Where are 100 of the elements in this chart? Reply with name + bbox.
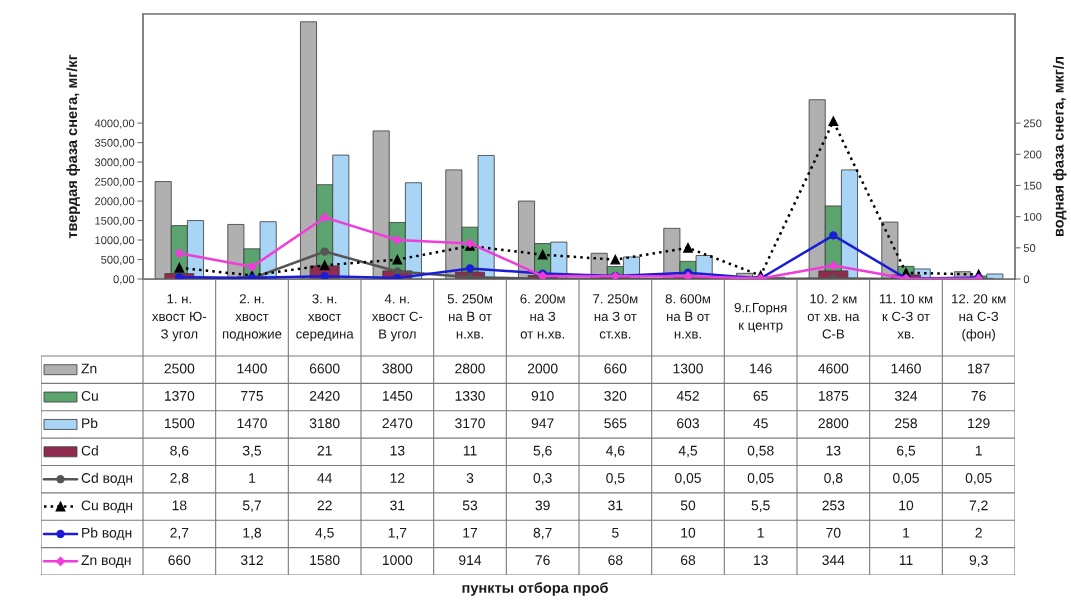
data-label: 253 bbox=[822, 500, 845, 511]
data-label: 0,8 bbox=[824, 473, 843, 485]
data-label: 6600 bbox=[309, 363, 340, 374]
y2-tick-label: 100 bbox=[1024, 212, 1042, 221]
data-label: 0,05 bbox=[893, 473, 919, 485]
data-label: 9,3 bbox=[969, 555, 988, 567]
data-label: 5 bbox=[612, 527, 619, 538]
data-label: 2,8 bbox=[170, 473, 189, 485]
x-tick-label: 1. н. хвост Ю- З угол bbox=[152, 294, 207, 342]
data-label: 17 bbox=[463, 527, 478, 538]
x-tick-label: 12. 20 км на С-З (фон) bbox=[952, 294, 1006, 342]
x-tick-label: 9.г.Горня к центр bbox=[734, 302, 787, 333]
data-label: 1450 bbox=[382, 390, 413, 401]
data-label: 2000 bbox=[527, 363, 558, 374]
data-label: 53 bbox=[462, 500, 478, 511]
y-tick-label: 2500,00 bbox=[95, 177, 135, 188]
x-tick-label: 6. 200м на З от н.хв. bbox=[520, 294, 565, 339]
data-label: 2800 bbox=[818, 418, 849, 429]
y2-tick-label: 150 bbox=[1024, 181, 1042, 190]
data-label: 660 bbox=[168, 555, 191, 566]
data-label: 603 bbox=[677, 418, 699, 429]
data-label: 6,5 bbox=[897, 445, 916, 458]
data-label: 320 bbox=[604, 390, 627, 401]
data-label: 76 bbox=[971, 390, 986, 401]
data-label: 0,05 bbox=[747, 473, 774, 485]
data-label: 5,5 bbox=[751, 500, 770, 512]
y-tick-label: 1000,00 bbox=[95, 236, 135, 246]
data-label: 4,6 bbox=[606, 445, 625, 458]
data-label: 2470 bbox=[382, 418, 413, 429]
data-label: 1370 bbox=[164, 390, 195, 401]
data-label: 4,5 bbox=[315, 527, 334, 540]
data-label: 3800 bbox=[382, 363, 413, 374]
data-label: 1 bbox=[903, 527, 910, 538]
x-tick-label: 7. 250м на З от ст.хв. bbox=[593, 294, 638, 339]
data-label: 4600 bbox=[818, 363, 849, 374]
data-label: 3,5 bbox=[242, 445, 262, 458]
data-label: 1,7 bbox=[388, 527, 407, 540]
data-label: 344 bbox=[822, 555, 845, 566]
data-label: 13 bbox=[826, 445, 841, 456]
data-label: 1470 bbox=[237, 418, 267, 429]
data-label: 0,05 bbox=[675, 473, 701, 485]
data-label: 0,3 bbox=[533, 473, 552, 485]
x-tick-label: 2. н. хвост подножие bbox=[222, 294, 282, 342]
legend-label: Pb водн bbox=[82, 527, 132, 541]
data-label: 70 bbox=[826, 527, 841, 538]
data-label: 2500 bbox=[164, 363, 195, 374]
y2-axis-title: водная фаза снега, мкг/л bbox=[1053, 56, 1067, 237]
data-label: 21 bbox=[317, 445, 332, 456]
data-label: 8,6 bbox=[170, 445, 189, 458]
data-label: 3 bbox=[466, 473, 474, 483]
data-label: 39 bbox=[535, 500, 550, 511]
data-label: 13 bbox=[390, 445, 405, 456]
data-label: 3180 bbox=[309, 418, 340, 429]
data-label: 45 bbox=[753, 418, 768, 429]
data-label: 65 bbox=[753, 390, 768, 401]
y-tick-label: 3500,00 bbox=[94, 138, 135, 149]
data-label: 4,5 bbox=[678, 445, 698, 458]
data-label: 2420 bbox=[309, 390, 340, 401]
legend-label: Zn водн bbox=[81, 555, 131, 568]
data-label: 5,6 bbox=[533, 445, 552, 458]
legend-label: Pb bbox=[82, 417, 98, 429]
y-tick-label: 3000,00 bbox=[94, 158, 135, 168]
x-tick-label: 3. н. хвост середина bbox=[296, 294, 354, 342]
data-label: 2,7 bbox=[170, 527, 189, 540]
data-label: 1580 bbox=[310, 555, 340, 566]
y2-tick-label: 50 bbox=[1023, 244, 1036, 252]
data-label: 129 bbox=[968, 418, 990, 429]
y-tick-label: 500,00 bbox=[101, 255, 135, 265]
data-label: 2 bbox=[975, 527, 982, 538]
data-label: 565 bbox=[604, 418, 627, 429]
data-label: 146 bbox=[750, 363, 772, 374]
legend-label: Cd водн bbox=[81, 472, 133, 486]
data-label: 13 bbox=[754, 555, 768, 566]
x-tick-label: 10. 2 км от хв. на С-В bbox=[807, 294, 860, 339]
data-label: 1500 bbox=[164, 418, 195, 429]
data-label: 68 bbox=[608, 555, 623, 566]
data-label: 11 bbox=[463, 445, 477, 456]
legend-label: Cu водн bbox=[81, 500, 133, 513]
data-label: 1460 bbox=[891, 363, 921, 374]
text: пункты отбора проб bbox=[462, 582, 608, 596]
data-label: 31 bbox=[390, 500, 405, 511]
data-label: 10 bbox=[681, 527, 696, 538]
data-label: 2800 bbox=[455, 363, 485, 374]
data-label: 50 bbox=[680, 500, 696, 511]
data-label: 1875 bbox=[818, 390, 849, 401]
x-tick-label: 8. 600м на В от н.хв. bbox=[665, 294, 710, 339]
legend-label: Cu bbox=[81, 390, 98, 401]
data-label: 0,58 bbox=[747, 445, 774, 458]
y2-tick-label: 0 bbox=[1023, 275, 1030, 284]
data-label: 7,2 bbox=[969, 500, 988, 512]
x-tick-label: 5. 250м на В от н.хв. bbox=[447, 294, 492, 339]
y-tick-label: 2000,00 bbox=[95, 197, 135, 207]
data-label: 1330 bbox=[455, 390, 485, 401]
legend-label: Cd bbox=[81, 445, 98, 456]
data-label: 5,7 bbox=[242, 500, 261, 512]
data-label: 1300 bbox=[673, 363, 703, 374]
y2-tick-label: 250 bbox=[1023, 119, 1042, 128]
data-label: 68 bbox=[680, 555, 696, 566]
legend-label: Zn bbox=[81, 363, 97, 374]
data-label: 1 bbox=[249, 473, 256, 483]
